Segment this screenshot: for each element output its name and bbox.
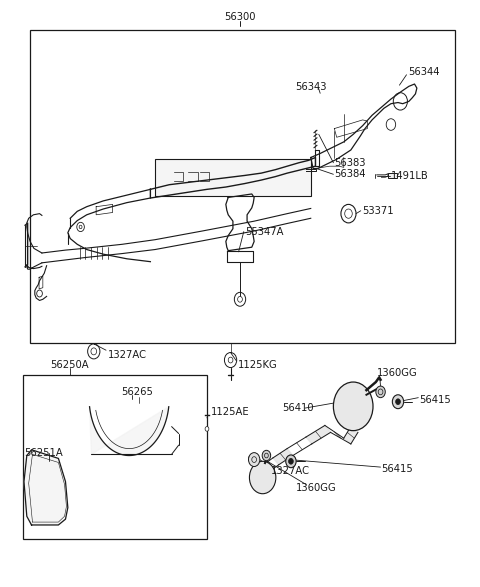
Circle shape <box>286 455 296 468</box>
Circle shape <box>334 382 373 431</box>
Text: 56383: 56383 <box>335 158 366 168</box>
Circle shape <box>91 348 96 355</box>
Circle shape <box>250 461 276 494</box>
Bar <box>155 158 311 196</box>
Text: 56384: 56384 <box>335 169 366 179</box>
Circle shape <box>238 296 242 302</box>
Polygon shape <box>306 426 331 444</box>
Circle shape <box>249 453 260 467</box>
Circle shape <box>288 458 293 464</box>
Bar <box>388 173 396 178</box>
Text: 1327AC: 1327AC <box>108 350 147 360</box>
Text: 56300: 56300 <box>224 12 256 22</box>
Text: 56265: 56265 <box>121 387 153 397</box>
Text: 1327AC: 1327AC <box>271 465 310 475</box>
Circle shape <box>392 395 404 409</box>
Circle shape <box>205 427 209 431</box>
Text: 56250A: 56250A <box>50 360 89 370</box>
Circle shape <box>376 386 385 397</box>
Text: 1360GG: 1360GG <box>377 369 418 379</box>
Polygon shape <box>273 448 293 465</box>
Text: 1125AE: 1125AE <box>211 407 250 417</box>
Circle shape <box>79 225 82 229</box>
Text: 1491LB: 1491LB <box>391 171 429 181</box>
Text: 1360GG: 1360GG <box>296 483 336 493</box>
Text: 56410: 56410 <box>282 403 314 413</box>
Text: 56415: 56415 <box>419 395 451 405</box>
Polygon shape <box>254 465 268 477</box>
Polygon shape <box>344 427 358 444</box>
Bar <box>23 375 207 539</box>
Text: 56343: 56343 <box>296 83 327 93</box>
Text: 56344: 56344 <box>408 68 439 77</box>
Text: 53371: 53371 <box>362 206 393 216</box>
Text: 56251A: 56251A <box>24 448 63 458</box>
Text: 1125KG: 1125KG <box>238 360 278 370</box>
Polygon shape <box>24 450 68 525</box>
Text: 56415: 56415 <box>382 464 413 474</box>
Circle shape <box>396 399 400 404</box>
Circle shape <box>262 450 271 461</box>
Bar <box>30 30 455 343</box>
Polygon shape <box>90 407 169 456</box>
Text: 55347A: 55347A <box>245 227 283 237</box>
